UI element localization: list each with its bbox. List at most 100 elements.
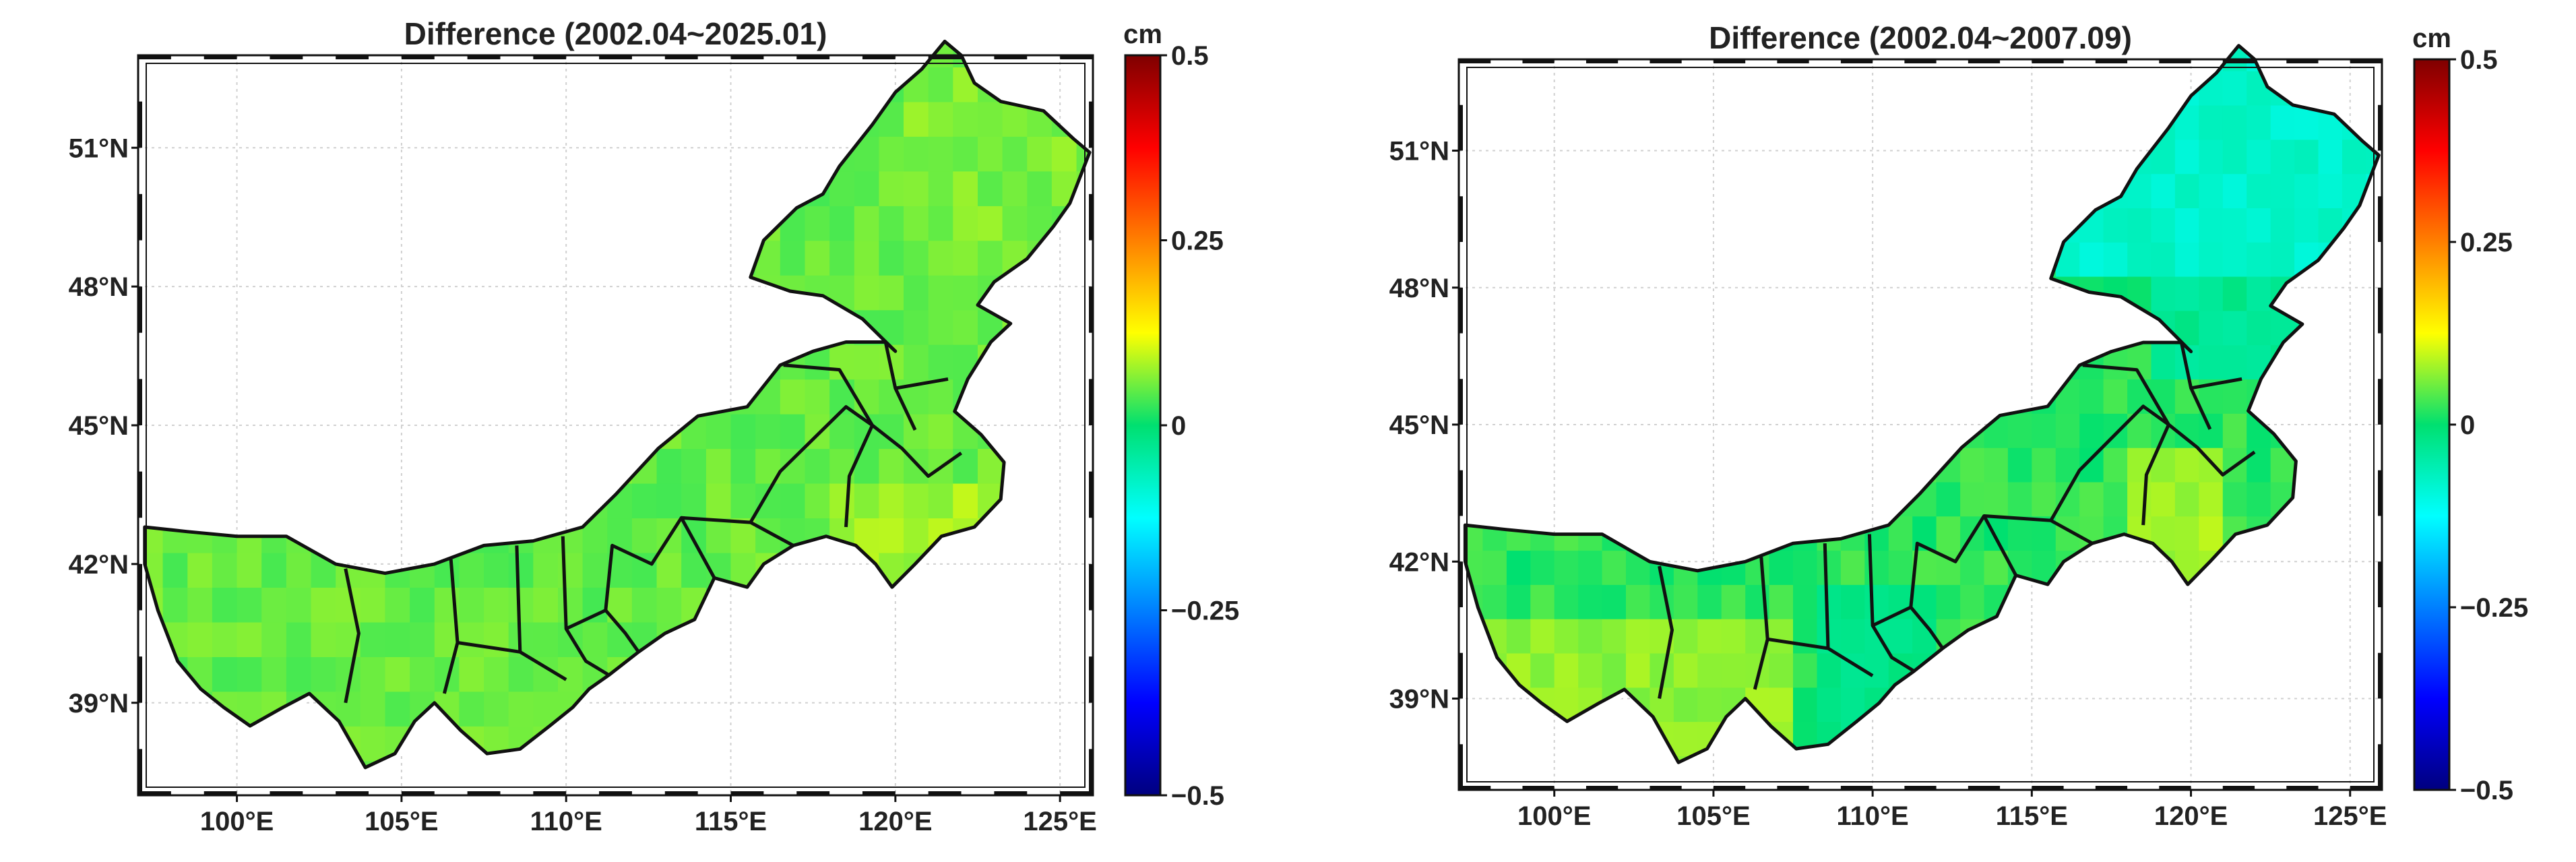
frame-segment: [138, 563, 142, 611]
grid-cell: [1960, 447, 1985, 483]
grid-cell: [1936, 516, 1961, 551]
grid-cell: [2079, 379, 2104, 414]
grid-cell: [410, 656, 435, 692]
grid-cell: [904, 413, 929, 450]
grid-cell: [953, 483, 978, 519]
frame-segment: [336, 791, 369, 795]
grid-cell: [978, 101, 1003, 137]
grid-cell: [484, 656, 509, 692]
grid-cell: [730, 448, 756, 484]
grid-cell: [1602, 584, 1627, 619]
league-border: [1909, 514, 2017, 608]
map-title: Difference (2002.04~2007.09): [1709, 20, 2132, 55]
grid-cell: [2222, 104, 2247, 140]
grid-cell: [681, 483, 707, 519]
league-border: [604, 516, 716, 611]
grid-cell: [904, 483, 929, 519]
frame-segment: [1459, 104, 1463, 151]
grid-cell: [237, 552, 262, 588]
grid-cell: [854, 344, 880, 380]
frame-segment: [796, 791, 830, 795]
grid-cell: [1578, 584, 1603, 619]
grid-cell: [2151, 208, 2176, 243]
grid-cell: [1936, 481, 1961, 517]
grid-cell: [1864, 584, 1889, 619]
grid-cell: [2199, 139, 2224, 175]
grid-cell: [2318, 139, 2343, 175]
grid-cell: [2199, 310, 2224, 346]
grid-cell: [1051, 136, 1077, 172]
grid-cell: [656, 483, 682, 519]
grid-cell: [1027, 171, 1053, 206]
grid-cell: [953, 448, 978, 484]
lat-tick-label: 51°N: [1389, 137, 1449, 166]
grid-cell: [2294, 208, 2319, 243]
grid-cell: [237, 621, 262, 657]
grid-cell: [2270, 139, 2295, 175]
league-border: [749, 405, 874, 524]
grid-cell: [459, 691, 484, 727]
frame-segment: [2350, 59, 2382, 63]
grid-cell: [1554, 618, 1579, 654]
lon-tick-label: 115°E: [1996, 801, 2068, 831]
league-border: [893, 388, 917, 431]
grid-cell: [1530, 652, 1555, 688]
lat-tick-label: 48°N: [1389, 274, 1449, 303]
grid-cell: [2199, 481, 2224, 517]
grid-cell: [286, 621, 312, 657]
grid-cell: [162, 587, 188, 623]
grid-cell: [928, 309, 954, 345]
grid-cell: [311, 621, 336, 657]
lon-tick-label: 120°E: [858, 807, 932, 836]
frame-segment: [928, 55, 962, 59]
frame-segment: [1968, 786, 2001, 790]
grid-cell: [212, 621, 238, 657]
grid-cell: [508, 587, 534, 623]
grid-cell: [1554, 584, 1579, 619]
grid-cell: [360, 726, 386, 762]
grid-cell: [2151, 276, 2176, 311]
grid-cell: [953, 101, 978, 137]
grid-cell: [2318, 173, 2343, 208]
grid-cell: [879, 171, 904, 206]
grid-cell: [2199, 173, 2224, 208]
grid-cell: [879, 483, 904, 519]
frame-segment: [2378, 287, 2382, 334]
frame-segment: [928, 791, 962, 795]
grid-cell: [582, 621, 608, 657]
colorbar-tick-label: −0.25: [1171, 596, 1239, 626]
grid-cell: [2174, 413, 2200, 448]
frame-segment: [1459, 379, 1463, 425]
grid-cell: [1793, 584, 1818, 619]
frame-segment: [1089, 471, 1093, 518]
grid-cell: [261, 587, 287, 623]
grid-cell: [1769, 550, 1794, 585]
grid-cell: [162, 552, 188, 588]
grid-cell: [508, 656, 534, 692]
grid-cell: [2199, 276, 2224, 311]
grid-cell: [1817, 550, 1842, 585]
grid-cell: [904, 136, 929, 172]
league-border: [1872, 605, 1945, 650]
frame-segment: [2350, 786, 2382, 790]
grid-cell: [879, 518, 904, 553]
lon-tick-label: 110°E: [1837, 801, 1909, 831]
grid-cell: [2294, 139, 2319, 175]
grid-cell: [978, 240, 1003, 276]
frame-segment: [1089, 193, 1093, 241]
grid-cell: [1697, 652, 1722, 688]
frame-segment: [994, 791, 1028, 795]
grid-cell: [2174, 173, 2200, 208]
grid-cell: [1960, 481, 1985, 517]
grid-cell: [656, 552, 682, 588]
grid-cell: [1793, 687, 1818, 722]
colorbar-tick-label: 0: [1171, 411, 1186, 441]
grid-cell: [2103, 379, 2128, 414]
frame-segment: [138, 791, 171, 795]
frame-segment: [401, 791, 435, 795]
grid-cell: [1840, 618, 1866, 654]
grid-cell: [854, 275, 880, 311]
grid-cell: [829, 448, 855, 484]
frame-segment: [1089, 749, 1093, 795]
